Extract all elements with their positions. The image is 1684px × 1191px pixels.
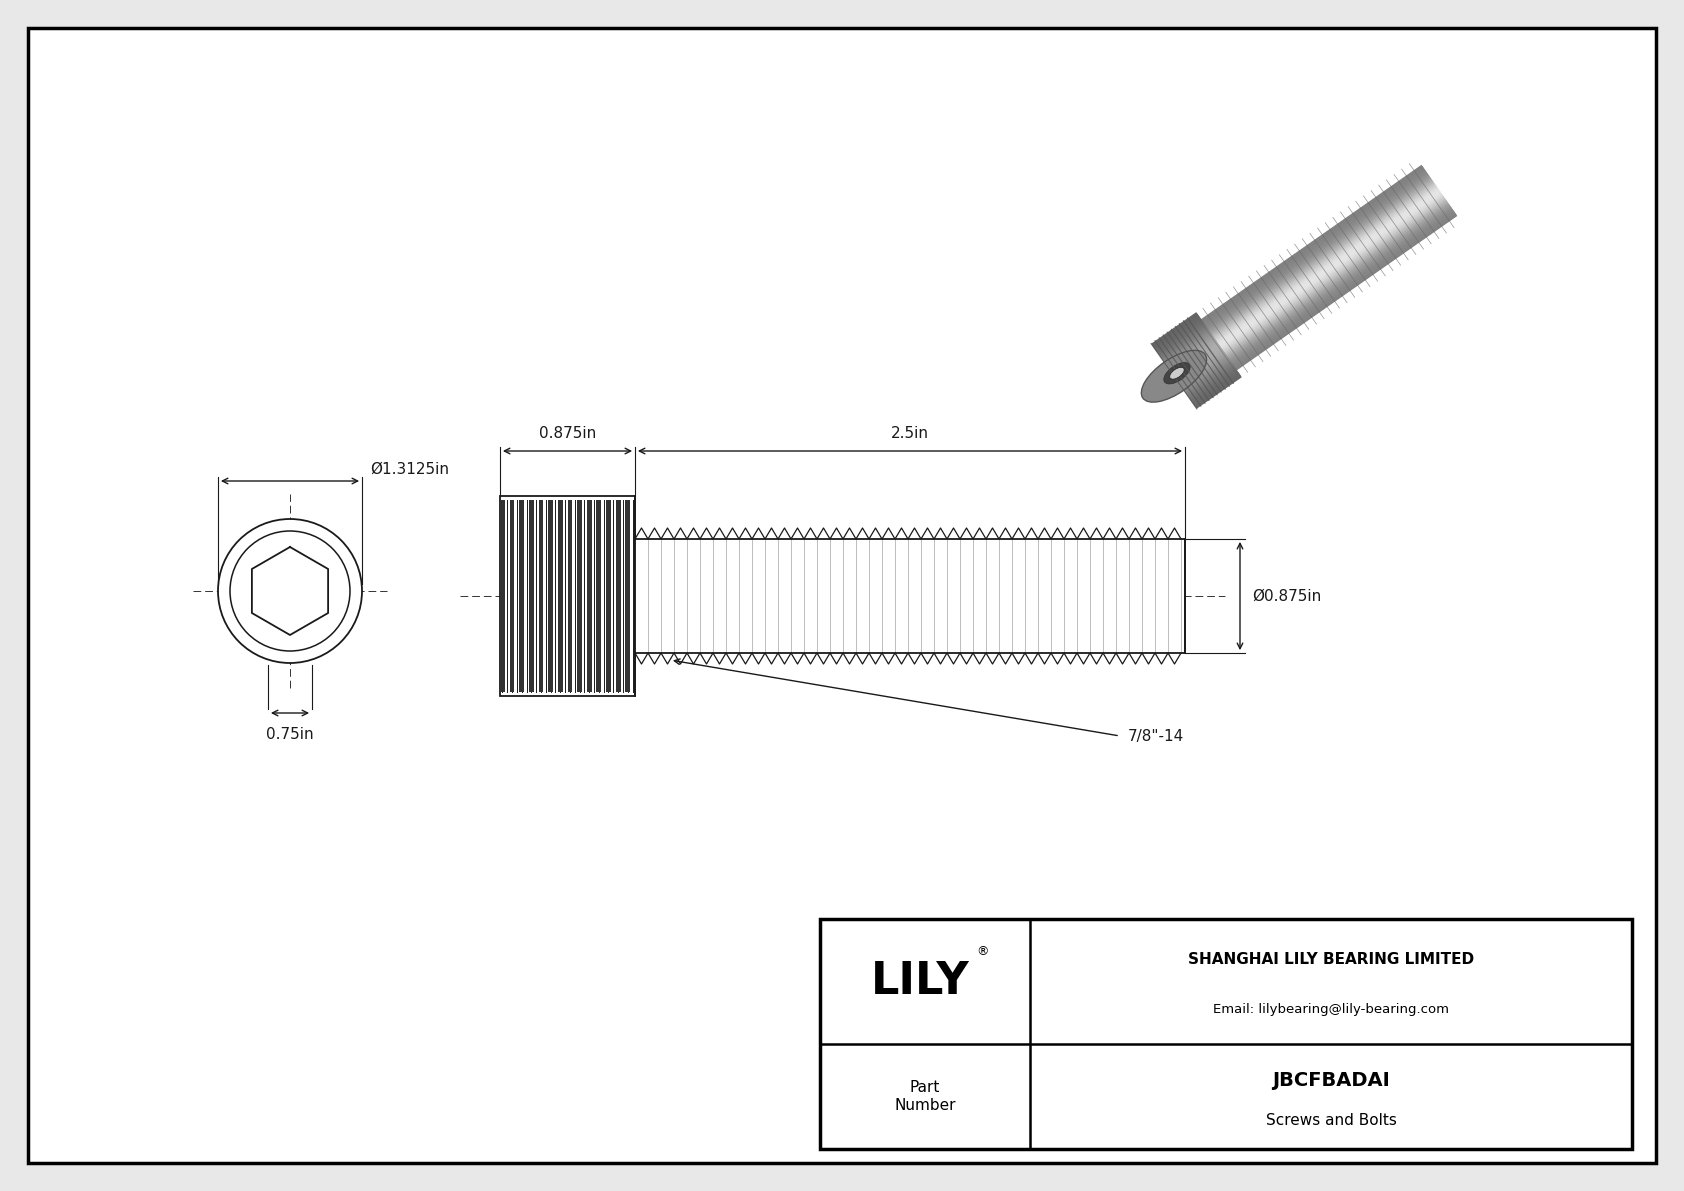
Bar — [557, 500, 562, 692]
Bar — [539, 500, 544, 692]
Bar — [500, 500, 505, 692]
Text: 0.75in: 0.75in — [266, 727, 313, 742]
Bar — [519, 500, 524, 692]
Bar — [529, 500, 534, 692]
Bar — [635, 540, 1186, 653]
Text: Ø1.3125in: Ø1.3125in — [370, 462, 450, 478]
Text: Part
Number: Part Number — [894, 1080, 957, 1112]
Text: 0.875in: 0.875in — [539, 426, 596, 441]
Ellipse shape — [1142, 350, 1207, 403]
Bar — [586, 500, 591, 692]
Bar — [596, 500, 601, 692]
Text: 2.5in: 2.5in — [891, 426, 930, 441]
Text: Screws and Bolts: Screws and Bolts — [1266, 1114, 1396, 1128]
Text: 7/8"-14: 7/8"-14 — [1128, 729, 1184, 743]
Text: LILY: LILY — [871, 960, 970, 1003]
Bar — [578, 500, 583, 692]
Text: Email: lilybearing@lily-bearing.com: Email: lilybearing@lily-bearing.com — [1212, 1003, 1448, 1016]
Text: ®: ® — [977, 944, 989, 958]
Ellipse shape — [1170, 367, 1184, 379]
Bar — [606, 500, 611, 692]
Bar — [625, 500, 630, 692]
Text: SHANGHAI LILY BEARING LIMITED: SHANGHAI LILY BEARING LIMITED — [1187, 952, 1474, 967]
Bar — [616, 500, 620, 692]
Bar — [820, 919, 1632, 1149]
Bar — [549, 500, 552, 692]
Bar — [568, 500, 573, 692]
Bar — [510, 500, 515, 692]
Circle shape — [217, 519, 362, 663]
Text: Ø0.875in: Ø0.875in — [1251, 588, 1322, 604]
Text: JBCFBADAI: JBCFBADAI — [1271, 1071, 1389, 1090]
Bar — [500, 495, 635, 696]
Circle shape — [231, 531, 350, 651]
Ellipse shape — [1164, 362, 1191, 384]
